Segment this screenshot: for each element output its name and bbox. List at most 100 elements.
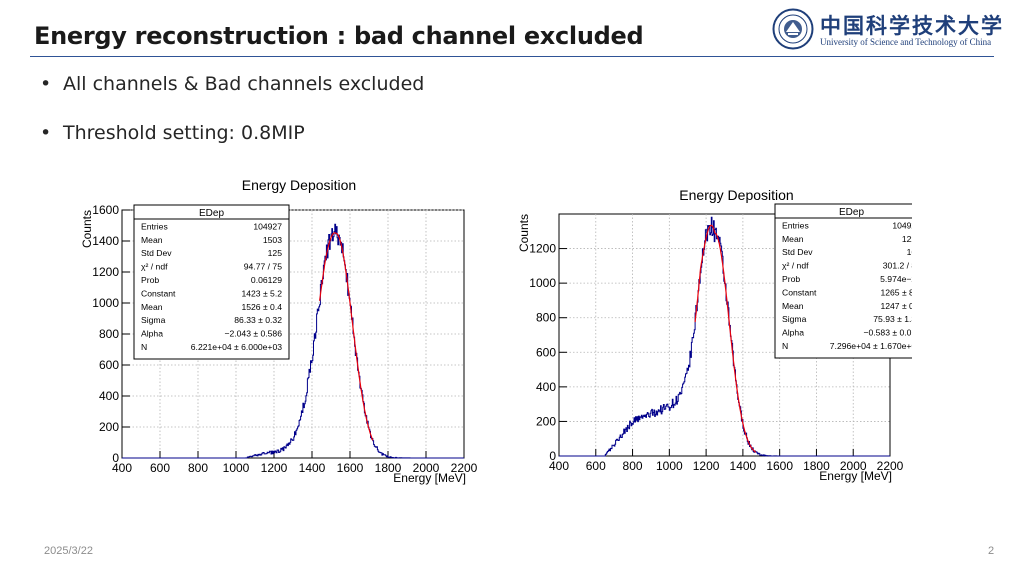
histogram-series (559, 216, 890, 457)
y-tick-label: 800 (536, 311, 556, 325)
stats-box (133, 204, 290, 360)
slide-title: Energy reconstruction : bad channel excl… (34, 22, 644, 50)
stats-label: Constant (141, 288, 176, 298)
x-tick-label: 2000 (840, 459, 867, 473)
footer-date: 2025/3/22 (44, 545, 93, 557)
university-seal-icon (772, 8, 814, 50)
stats-value: −0.583 ± 0.016 (863, 328, 912, 338)
y-tick-label: 400 (536, 380, 556, 394)
x-tick-label: 800 (188, 461, 208, 475)
y-tick-label: 200 (99, 420, 119, 434)
stats-label: Mean (782, 234, 804, 244)
logo-en-text: University of Science and Technology of … (820, 37, 992, 47)
x-tick-label: 800 (623, 459, 643, 473)
stats-label: χ² / ndf (782, 261, 809, 271)
stats-label: Alpha (141, 329, 163, 339)
stats-value: 104927 (253, 221, 282, 231)
stats-value: 86.33 ± 0.32 (234, 315, 282, 325)
stats-value: 125 (268, 248, 283, 258)
stats-label: N (141, 342, 147, 352)
x-tick-label: 1400 (730, 459, 757, 473)
x-tick-label: 1000 (656, 459, 683, 473)
stats-value: 160 (907, 247, 912, 257)
stats-label: Sigma (782, 314, 807, 324)
y-tick-label: 800 (99, 327, 119, 341)
x-tick-label: 400 (112, 461, 132, 475)
x-tick-label: 400 (549, 459, 569, 473)
stats-label: Mean (141, 235, 163, 245)
x-tick-label: 1800 (375, 461, 402, 475)
x-tick-label: 1600 (337, 461, 364, 475)
stats-label: Mean (782, 301, 804, 311)
fit-curve (319, 232, 374, 441)
stats-label: Prob (782, 274, 800, 284)
y-tick-label: 1000 (529, 276, 556, 290)
y-tick-label: 1000 (92, 296, 119, 310)
x-tick-label: 1600 (766, 459, 793, 473)
y-tick-label: 400 (99, 389, 119, 403)
x-axis-label: Energy [MeV] (393, 471, 466, 485)
stats-value: 1423 ± 5.2 (241, 288, 282, 298)
stats-label: N (782, 341, 788, 351)
stats-value: 75.93 ± 1.37 (873, 314, 912, 324)
y-tick-label: 1400 (92, 234, 119, 248)
x-axis-label: Energy [MeV] (819, 469, 892, 483)
stats-label: Std Dev (141, 248, 172, 258)
x-tick-label: 600 (586, 459, 606, 473)
stats-box (774, 203, 912, 359)
stats-label: χ² / ndf (141, 262, 168, 272)
y-tick-label: 600 (536, 345, 556, 359)
stats-name: EDep (199, 208, 224, 219)
stats-label: Mean (141, 302, 163, 312)
y-tick-label: 1200 (529, 242, 556, 256)
stats-value: 7.296e+04 ± 1.670e+04 (830, 341, 912, 351)
y-axis-label: Counts (517, 214, 531, 252)
title-rule (30, 56, 994, 57)
x-tick-label: 1800 (803, 459, 830, 473)
bullet-text: Threshold setting: 0.8MIP (63, 122, 305, 144)
y-axis-label: Counts (80, 210, 94, 248)
stats-label: Sigma (141, 315, 166, 325)
university-logo: 中国科学技术大学 University of Science and Techn… (772, 8, 1002, 52)
stats-name: EDep (839, 207, 864, 218)
stats-value: 1526 ± 0.4 (241, 302, 282, 312)
stats-value: 301.2 / 85 (883, 261, 912, 271)
stats-label: Entries (141, 221, 168, 231)
y-tick-label: 600 (99, 358, 119, 372)
stats-label: Alpha (782, 328, 804, 338)
stats-value: 5.974e−26 (880, 274, 912, 284)
x-tick-label: 600 (150, 461, 170, 475)
stats-label: Entries (782, 220, 809, 230)
bullet-dot-icon: • (40, 122, 52, 144)
y-tick-label: 1600 (92, 203, 119, 217)
fit-curve (694, 224, 757, 453)
y-tick-label: 200 (536, 414, 556, 428)
stats-value: 1224 (902, 234, 912, 244)
stats-label: Prob (141, 275, 159, 285)
x-tick-label: 1200 (261, 461, 288, 475)
bullet-text: All channels & Bad channels excluded (63, 73, 425, 95)
page-number: 2 (988, 545, 995, 557)
x-tick-label: 1400 (299, 461, 326, 475)
x-tick-label: 2200 (451, 461, 478, 475)
stats-value: 94.77 / 75 (244, 262, 282, 272)
logo-cn-text: 中国科学技术大学 (820, 13, 1004, 38)
x-tick-label: 2000 (413, 461, 440, 475)
chart-title: Energy Deposition (242, 177, 356, 193)
x-tick-label: 1000 (223, 461, 250, 475)
histogram-chart-bad-channels-excluded: Energy Deposition 400 600 800 1000 1200 1400 16… (517, 187, 912, 483)
x-tick-label: 2200 (877, 459, 904, 473)
stats-value: 1503 (263, 235, 282, 245)
stats-label: Constant (782, 287, 817, 297)
y-tick-label: 0 (112, 451, 119, 465)
bullet-dot-icon: • (40, 73, 52, 95)
y-tick-label: 1200 (92, 265, 119, 279)
stats-value: 1247 ± 0.8 (880, 301, 912, 311)
stats-label: Std Dev (782, 247, 813, 257)
stats-value: 1265 ± 8.5 (880, 287, 912, 297)
histogram-series (122, 223, 464, 459)
y-tick-label: 0 (549, 449, 556, 463)
x-tick-label: 1200 (693, 459, 720, 473)
chart-title: Energy Deposition (679, 187, 793, 203)
histogram-chart-all-channels: Energy Deposition 400 600 800 1000 1200 1400 16… (80, 177, 478, 485)
